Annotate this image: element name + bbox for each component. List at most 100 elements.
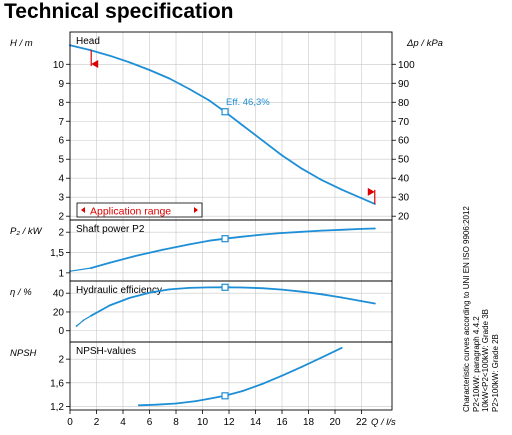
data-point [281,154,283,157]
y2-tick-label: 50 [398,155,410,166]
panel-name: NPSH-values [76,346,136,357]
panel-frame [69,31,393,221]
range-left-arrow-icon [81,207,85,213]
x-axis: 0 2 4 6 8 10 12 14 16 18 20 22 Q / l/s [67,410,396,428]
y-axis-label: P₂ / kW [10,226,43,237]
data-point [208,286,211,289]
data-point [168,288,171,291]
data-point [75,325,78,327]
curve-extension [69,267,92,272]
data-point [155,403,158,406]
y-tick-label: 5 [58,155,64,166]
data-point [300,230,303,233]
y-tick-label: 40 [53,289,65,300]
y2-tick-label: 60 [398,136,410,147]
data-point [188,88,191,90]
y-tick-label: 1 [58,268,64,279]
y-tick-label: 9 [58,79,64,90]
y2-tick-label: 40 [398,174,410,185]
standards-note: Characteristic curves according to UNI E… [462,92,500,412]
performance-curve [69,44,376,205]
y2-tick-label: 70 [398,117,410,128]
data-point [128,61,131,64]
x-tick-label: 20 [329,417,341,428]
x-tick-label: 14 [250,417,262,428]
data-point [241,235,244,238]
data-point [188,286,191,289]
data-point [90,267,93,269]
standards-note-line: Characteristic curves according to UNI E… [462,206,471,412]
data-point [82,319,85,322]
panel-name: Head [76,36,100,47]
data-point [194,400,197,403]
data-point [261,383,264,385]
y-tick-label: 7 [58,117,64,128]
x-tick-label: 22 [356,417,368,428]
data-point [108,261,111,264]
y-tick-label: 8 [58,98,64,109]
standards-note-line: P2<10kW: paragraph 4.4.2 [471,316,481,412]
x-tick-label: 16 [276,417,288,428]
data-point [208,239,211,242]
chart-panel-1: 2 3 4 5 6 7 8 9 10 20 30 40 50 60 70 80 90 100 H / m Δp / k… [10,31,443,223]
efficiency-label: Eff. 46,3% [226,97,270,108]
operating-point-marker [221,392,229,400]
x-tick-label: 6 [147,417,153,428]
data-point [373,227,376,230]
data-point [208,99,211,102]
y2-axis-label: Δp / kPa [406,38,443,49]
chart-panel-4: 1,2 1,6 2 NPSH NPSH-values [10,341,393,413]
y-tick-label: 4 [58,174,64,185]
y-tick-label: 1,2 [50,402,64,413]
data-point [241,286,244,289]
data-point [261,139,264,142]
data-point [128,296,131,299]
y-tick-label: 1,5 [50,248,64,259]
x-tick-label: 12 [223,417,235,428]
y-tick-label: 2 [58,355,64,366]
panel-frame [69,341,393,411]
data-point [90,314,93,317]
data-point [320,293,323,296]
data-point [208,397,211,400]
data-point [108,304,111,307]
data-point [188,243,191,246]
data-point [175,402,177,405]
panel-name: Shaft power P2 [76,224,145,235]
y-tick-label: 3 [58,193,64,204]
data-point [340,347,343,349]
data-point [108,54,111,57]
y2-tick-label: 100 [398,60,415,71]
data-point [88,49,91,51]
data-point [135,254,138,257]
data-point [300,167,303,170]
x-tick-label: 8 [173,417,179,428]
y2-tick-label: 30 [398,193,410,204]
data-point [148,291,151,294]
chart-panel-2: 1 1,5 2 P₂ / kW Shaft power P2 [10,219,393,282]
y2-tick-label: 80 [398,98,410,109]
y-axis-label: H / m [10,38,33,49]
data-point [360,228,363,230]
data-point [320,179,323,182]
operating-point-marker [221,108,229,116]
y-tick-label: 20 [53,307,65,318]
range-right-arrow-icon [194,207,198,213]
data-point [148,69,151,71]
chart-panel-3: 0 20 40 η / % Hydraulic efficiency [10,280,393,343]
operating-point-marker [221,235,229,243]
data-point [320,356,323,359]
range-max-marker [367,187,375,196]
data-point [300,365,303,368]
standards-note-line: 10kW<P2<100kW: Grade 3B [481,308,490,412]
application-range-box [76,202,203,218]
y-tick-label: 6 [58,136,64,147]
data-point [360,197,363,200]
y-tick-label: 10 [53,60,65,71]
y-tick-label: 0 [58,326,64,337]
x-tick-label: 2 [94,417,100,428]
y2-tick-label: 20 [398,212,410,223]
data-point [360,300,363,302]
